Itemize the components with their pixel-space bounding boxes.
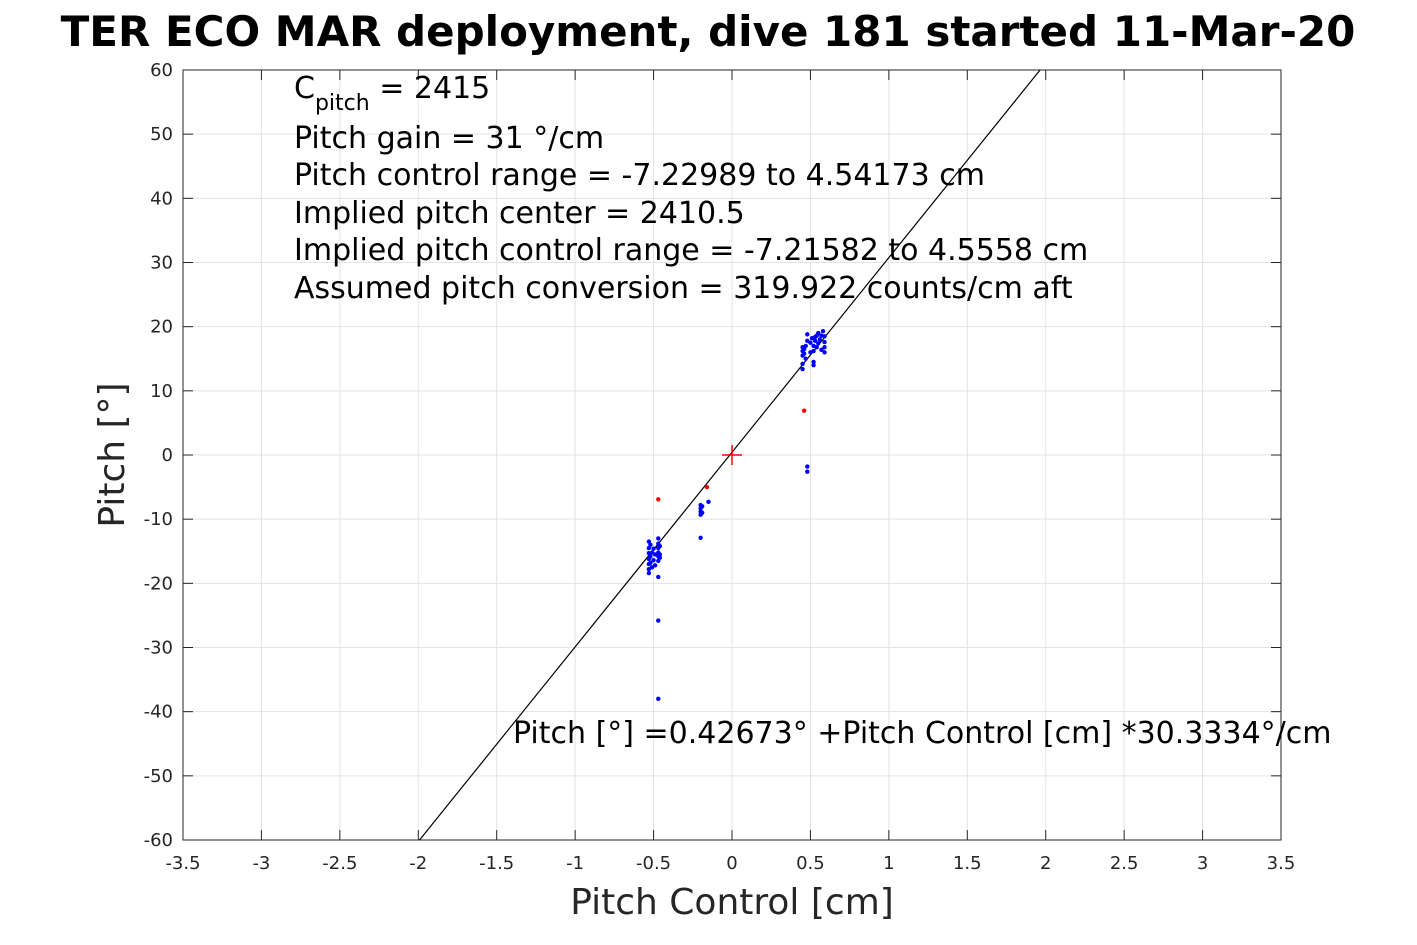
data-point xyxy=(656,696,661,702)
annotation-line: Assumed pitch conversion = 319.922 count… xyxy=(294,271,1073,306)
x-tick-label: 3.5 xyxy=(1267,853,1296,874)
y-tick-label: -60 xyxy=(144,830,173,851)
data-point xyxy=(698,535,703,540)
data-point xyxy=(822,350,827,355)
y-tick-label: -50 xyxy=(144,766,173,787)
x-tick-label: -2 xyxy=(409,853,427,874)
x-tick-label: -1 xyxy=(566,853,584,874)
data-point xyxy=(814,345,819,350)
x-tick-label: -1.5 xyxy=(479,853,514,874)
x-tick-label: 1 xyxy=(883,853,894,874)
y-tick-label: 40 xyxy=(150,188,173,209)
c-pitch-subscript: pitch xyxy=(315,91,370,116)
annotation-line: Pitch gain = 31 °/cm xyxy=(294,121,604,156)
x-tick-label: 0 xyxy=(726,853,737,874)
data-point xyxy=(801,351,807,356)
x-tick-label: 3 xyxy=(1197,853,1208,874)
data-point xyxy=(822,334,827,339)
data-point xyxy=(656,497,661,502)
data-point xyxy=(656,618,661,623)
data-point xyxy=(706,499,711,505)
y-tick-label: -40 xyxy=(144,702,173,723)
data-point xyxy=(657,543,663,549)
data-point xyxy=(646,570,652,576)
y-axis: -60 -50 -40 -30 -20 -10 0 10 20 30 40 50 60 xyxy=(144,60,1281,851)
data-point xyxy=(816,341,821,346)
y-tick-label: -10 xyxy=(144,509,173,530)
annotation-line: Implied pitch control range = -7.21582 t… xyxy=(294,233,1088,268)
x-tick-label: -3 xyxy=(252,853,270,874)
data-point xyxy=(819,347,824,352)
data-point xyxy=(822,339,827,345)
data-point xyxy=(800,366,805,372)
annotation-line: Implied pitch center = 2410.5 xyxy=(294,196,745,231)
y-tick-label: 30 xyxy=(150,253,173,274)
data-point xyxy=(803,356,808,361)
c-pitch-annotation: Cpitch = 2415 xyxy=(294,71,490,116)
data-point xyxy=(820,328,826,334)
grid xyxy=(182,69,1282,841)
x-tick-label: 2.5 xyxy=(1110,853,1139,874)
y-tick-label: 60 xyxy=(150,60,173,81)
c-pitch-symbol: C xyxy=(294,71,315,106)
y-tick-label: 10 xyxy=(150,381,173,402)
y-tick-label: 50 xyxy=(150,124,173,145)
chart-title: TER ECO MAR deployment, dive 181 started… xyxy=(61,7,1356,56)
data-point xyxy=(805,332,810,337)
y-tick-label: 20 xyxy=(150,317,173,338)
x-tick-label: 2 xyxy=(1040,853,1051,874)
data-point xyxy=(808,340,813,345)
data-point xyxy=(704,484,710,490)
data-point xyxy=(805,469,810,474)
data-point xyxy=(800,361,805,367)
y-tick-label: -30 xyxy=(144,638,173,659)
data-point xyxy=(817,337,823,342)
data-point xyxy=(803,343,808,349)
x-tick-label: -2.5 xyxy=(322,853,357,874)
data-point xyxy=(651,558,656,563)
data-point xyxy=(657,552,663,557)
data-point xyxy=(648,554,653,559)
data-point xyxy=(657,555,663,560)
data-point xyxy=(652,563,658,568)
data-point xyxy=(699,510,705,515)
data-point xyxy=(812,338,818,343)
y-axis-label: Pitch [°] xyxy=(92,382,133,527)
data-point xyxy=(656,574,661,580)
data-point xyxy=(811,362,816,368)
center-marker xyxy=(722,445,742,465)
data-point xyxy=(822,345,827,350)
scatter-points xyxy=(646,328,827,702)
x-tick-label: -3.5 xyxy=(165,853,200,874)
data-point xyxy=(699,504,705,509)
data-point xyxy=(811,348,816,354)
data-point xyxy=(805,464,810,469)
x-axis-label: Pitch Control [cm] xyxy=(570,882,894,923)
data-point xyxy=(811,359,816,365)
data-point xyxy=(648,560,653,565)
x-tick-label: -0.5 xyxy=(636,853,671,874)
data-point xyxy=(651,546,656,551)
data-point xyxy=(656,536,661,541)
data-point xyxy=(816,330,821,336)
data-point xyxy=(801,408,807,413)
fit-equation: Pitch [°] =0.42673° +Pitch Control [cm] … xyxy=(513,716,1331,751)
x-tick-label: 0.5 xyxy=(796,853,825,874)
data-point xyxy=(648,542,653,548)
c-pitch-value: = 2415 xyxy=(370,71,491,106)
annotations: Cpitch = 2415 Pitch gain = 31 °/cm Pitch… xyxy=(294,71,1331,751)
annotation-line: Pitch control range = -7.22989 to 4.5417… xyxy=(294,158,985,193)
y-tick-label: -20 xyxy=(144,573,173,594)
x-tick-label: 1.5 xyxy=(953,853,982,874)
x-axis: -3.5 -3 -2.5 -2 -1.5 -1 -0.5 0 0.5 1 1.5 2 2.5 3 3.5 xyxy=(165,70,1295,874)
y-tick-label: 0 xyxy=(162,445,173,466)
